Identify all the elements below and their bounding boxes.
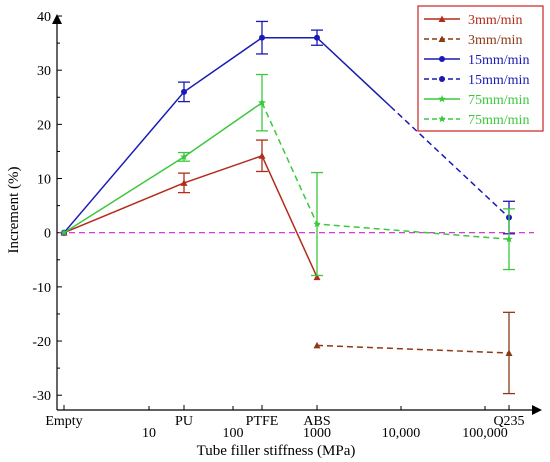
series-6	[258, 98, 515, 277]
y-tick-label: -10	[32, 281, 51, 296]
series-line	[389, 105, 510, 219]
legend-label: 15mm/min	[468, 53, 529, 68]
series-5	[60, 73, 268, 236]
x-axis-arrow	[532, 405, 542, 415]
y-axis-arrow	[52, 14, 62, 24]
x-stiffness-label: 100	[223, 426, 244, 441]
data-point	[313, 273, 321, 281]
data-point	[181, 88, 187, 95]
x-category-label: PU	[175, 414, 193, 429]
data-point	[505, 235, 513, 243]
axes: -30 -20 -10 0 10 20 30 40 Empty PU PTFE ABS Q235 10 10…	[32, 10, 542, 441]
x-category-label: ABS	[303, 414, 330, 429]
data-point	[438, 35, 446, 42]
data-point	[180, 152, 188, 161]
x-stiffness-label: 10,000	[382, 426, 421, 441]
data-point	[313, 220, 321, 228]
legend-label: 75mm/min	[468, 93, 529, 108]
legend-label: 75mm/min	[468, 113, 529, 128]
series-line	[316, 344, 510, 354]
legend: 3mm/min 3mm/min 15mm/min 15mm/min 75mm/min 75…	[417, 5, 544, 132]
data-point	[60, 228, 68, 236]
x-category-label: PTFE	[246, 414, 279, 429]
data-point	[439, 76, 445, 82]
data-point	[313, 341, 321, 349]
y-tick-label: -20	[32, 335, 51, 350]
data-point	[438, 95, 446, 103]
y-tick-label: 30	[37, 64, 51, 79]
x-stiffness-label: 10	[142, 426, 156, 441]
legend-box	[417, 5, 544, 132]
legend-label: 3mm/min	[468, 13, 522, 28]
data-point	[259, 34, 265, 41]
y-tick-label: -30	[32, 389, 51, 404]
x-category-label: Empty	[45, 414, 82, 429]
series-line	[63, 36, 392, 234]
data-point	[438, 115, 446, 123]
data-point	[258, 98, 266, 106]
data-point	[439, 56, 445, 62]
data-point	[180, 179, 188, 186]
x-stiffness-label: 1000	[303, 426, 331, 441]
y-tick-label: 0	[44, 227, 51, 242]
data-point	[258, 152, 266, 159]
series-line	[63, 102, 263, 234]
x-category-label: Q235	[493, 414, 524, 429]
series-line	[63, 154, 318, 278]
legend-label: 3mm/min	[468, 33, 522, 48]
x-axis-title: Tube filler stiffness (MPa)	[197, 443, 356, 459]
data-point	[314, 34, 320, 41]
legend-label: 15mm/min	[468, 73, 529, 88]
series-2	[313, 311, 515, 395]
y-axis-title: Increment (%)	[6, 166, 22, 253]
y-tick-label: 20	[37, 118, 51, 133]
y-tick-label: 10	[37, 173, 51, 188]
data-point	[505, 349, 513, 356]
y-tick-label: 40	[37, 10, 51, 25]
plot-area	[60, 20, 515, 395]
x-stiffness-label: 100,000	[462, 426, 508, 441]
data-point	[438, 15, 446, 22]
